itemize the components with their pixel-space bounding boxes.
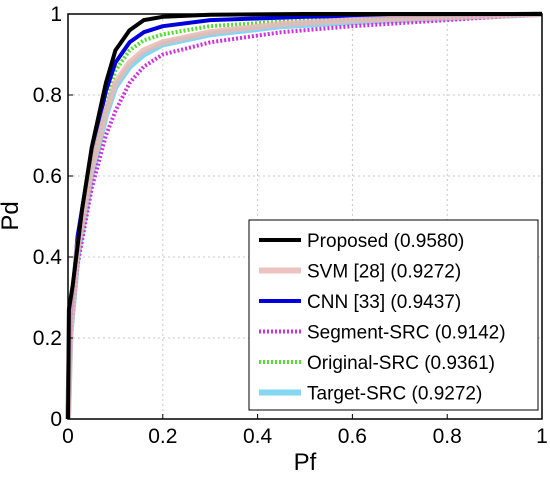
legend-label-target-src-0-9272: Target-SRC (0.9272) xyxy=(307,384,482,405)
x-tick-label: 0.2 xyxy=(148,425,177,448)
y-axis-label: Pd xyxy=(0,201,24,230)
legend-label-proposed-0-9580: Proposed (0.9580) xyxy=(307,231,464,252)
y-tick-label: 0.8 xyxy=(33,84,62,107)
legend-label-svm-28-0-9272: SVM [28] (0.9272) xyxy=(307,262,461,283)
x-tick-label: 0.4 xyxy=(243,425,273,448)
series-line-original-src-0-9361 xyxy=(66,12,543,420)
x-tick-label: 0 xyxy=(62,425,74,448)
legend-box xyxy=(248,219,539,411)
legend: Proposed (0.9580) SVM [28] (0.9272) CNN [3… xyxy=(248,219,539,411)
legend-label-cnn-33-0-9437: CNN [33] (0.9437) xyxy=(307,292,461,313)
y-tick-label: 0.6 xyxy=(33,165,62,188)
x-axis-label: Pf xyxy=(294,449,317,476)
y-tick-label: 0.2 xyxy=(33,327,62,350)
y-tick-label: 0.4 xyxy=(33,246,63,269)
legend-label-original-src-0-9361: Original-SRC (0.9361) xyxy=(307,353,495,374)
x-tick-label: 0.6 xyxy=(338,425,367,448)
y-tick-label: 1 xyxy=(50,3,62,26)
legend-label-segment-src-0-9142: Segment-SRC (0.9142) xyxy=(307,323,506,344)
ticks: 0 0.2 0.4 0.6 0.8 1 0 0.2 0.4 0.6 0.8 1 xyxy=(33,3,548,448)
x-tick-label: 0.8 xyxy=(433,425,462,448)
x-tick-label: 1 xyxy=(536,425,548,448)
axes-frame xyxy=(67,13,543,420)
series-line-segment-src-0-9142 xyxy=(66,12,543,420)
y-tick-label: 0 xyxy=(50,408,62,431)
